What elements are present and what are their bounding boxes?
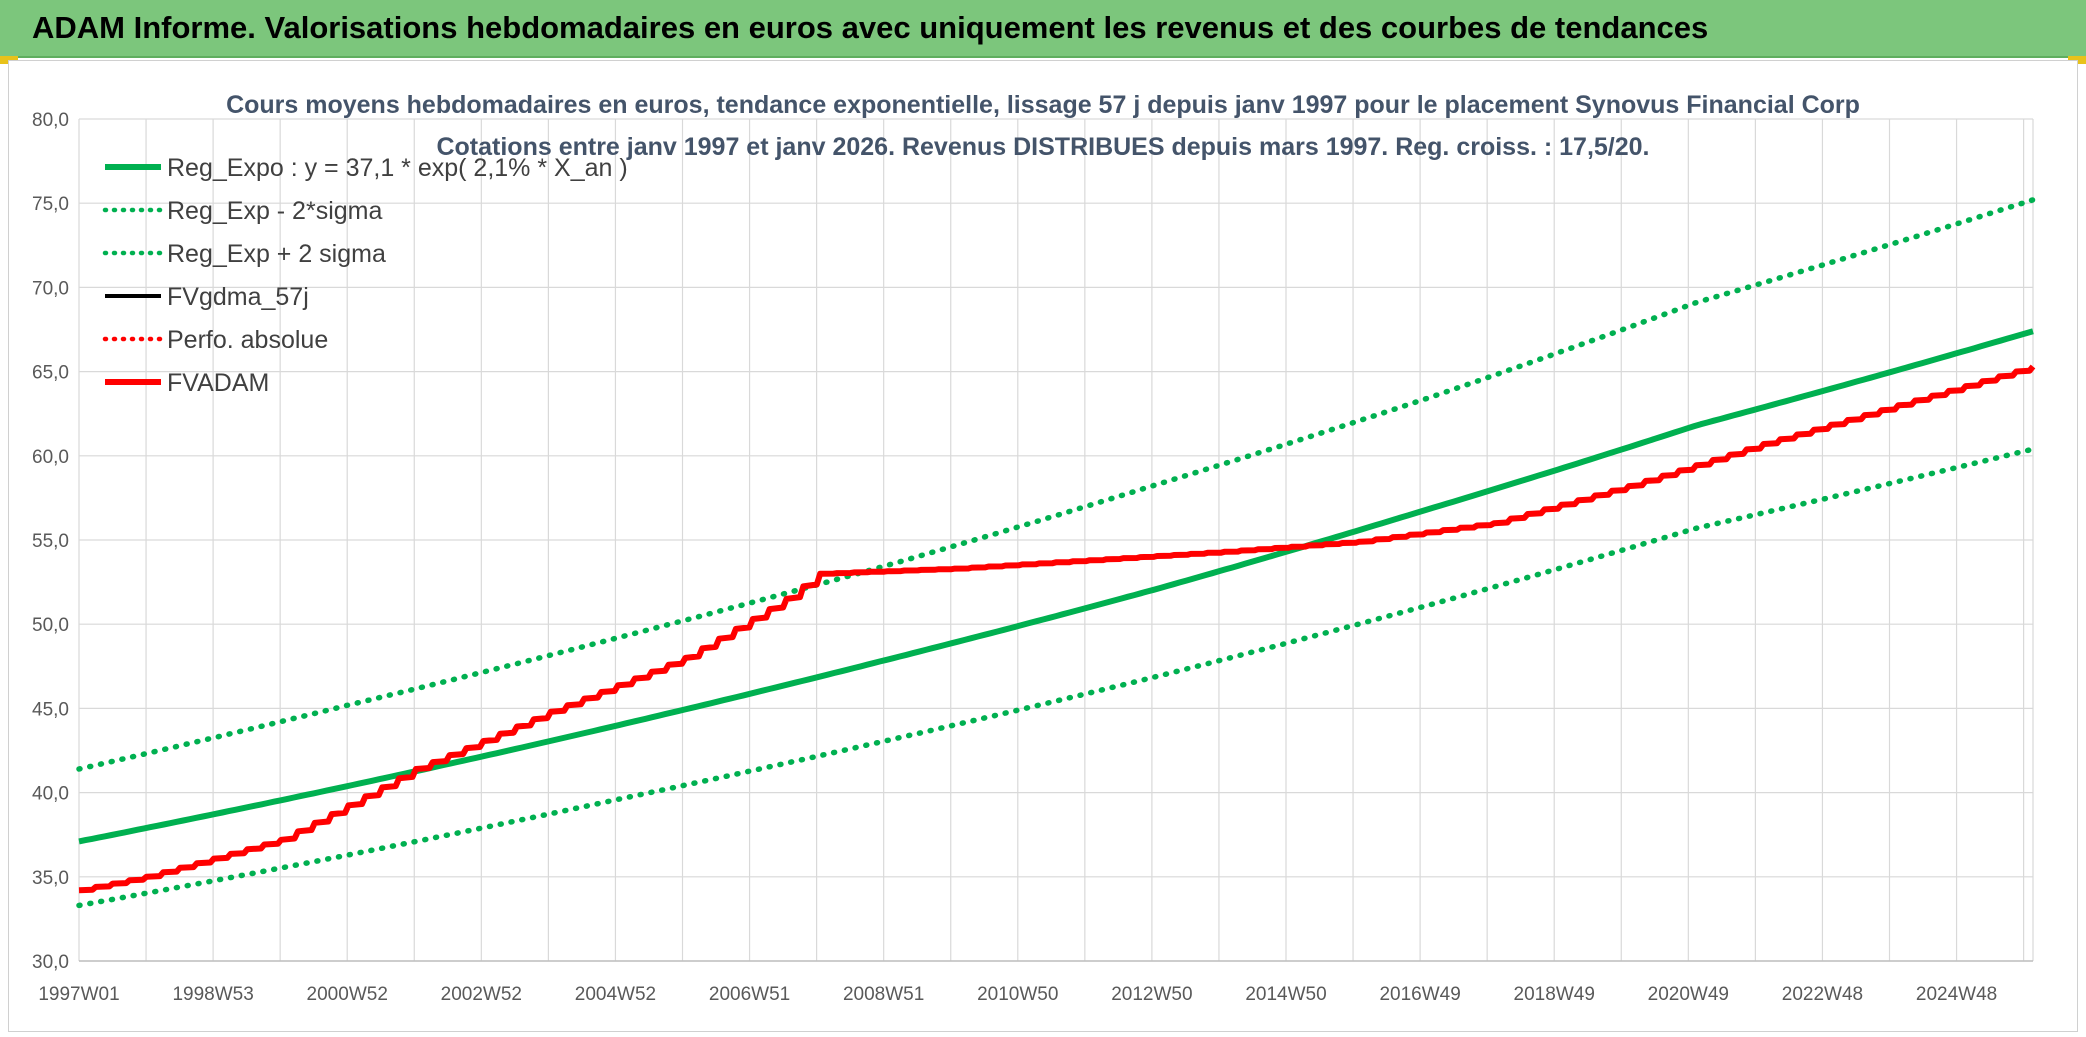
y-tick-label: 70,0: [32, 278, 69, 299]
legend-label-reg-exp-2-sigma: Reg_Exp - 2*sigma: [167, 197, 382, 225]
x-tick-label: 2010W50: [977, 984, 1058, 1005]
grid-lines: [78, 118, 2034, 962]
legend: Reg_Expo : y = 37,1 * exp( 2,1% * X_an )…: [102, 154, 628, 397]
chart: Cours moyens hebdomadaires en euros, ten…: [32, 91, 2036, 1005]
legend-label-fvadam: FVADAM: [167, 369, 269, 397]
series-line-reg-exp-2-sigma: [76, 446, 2036, 909]
x-tick-label: 2004W52: [575, 984, 656, 1005]
x-tick-label: 2022W48: [1782, 984, 1863, 1005]
y-tick-label: 30,0: [32, 952, 69, 973]
y-tick-label: 45,0: [32, 699, 69, 720]
x-tick-label: 2006W51: [709, 984, 790, 1005]
x-tick-label: 2014W50: [1245, 984, 1326, 1005]
x-tick-label: 2020W49: [1648, 984, 1729, 1005]
axes: 30,0 35,0 40,0 45,0 50,0 55,0 60,0 65,0 70,0 75,0…: [32, 110, 2033, 1005]
y-tick-label: 35,0: [32, 868, 69, 889]
chart-subtitle: Cotations entre janv 1997 et janv 2026. …: [436, 133, 1649, 161]
series-line-reg-exp-2-sigma: [76, 197, 2036, 772]
series-line-reg-expo-y-37-1-exp-2-1-x-an: [78, 328, 2034, 845]
chart-frame: Cours moyens hebdomadaires en euros, ten…: [8, 60, 2078, 1032]
y-tick-label: 60,0: [32, 447, 69, 468]
y-tick-label: 65,0: [32, 363, 69, 384]
y-tick-label: 55,0: [32, 531, 69, 552]
legend-label-fvgdma-57j: FVgdma_57j: [167, 283, 309, 311]
x-tick-label: 2000W52: [307, 984, 388, 1005]
x-tick-label: 2018W49: [1514, 984, 1595, 1005]
y-tick-label: 80,0: [32, 110, 69, 131]
y-tick-label: 40,0: [32, 784, 69, 805]
legend-label-reg-expo-y-37-1-exp-2-1-x-an: Reg_Expo : y = 37,1 * exp( 2,1% * X_an ): [167, 154, 628, 182]
header-bar: ADAM Informe. Valorisations hebdomadaire…: [0, 0, 2086, 58]
x-tick-label: 1997W01: [38, 984, 119, 1005]
series-line-fvadam: [78, 364, 2036, 894]
y-tick-label: 50,0: [32, 615, 69, 636]
x-tick-label: 2012W50: [1111, 984, 1192, 1005]
x-tick-label: 2024W48: [1916, 984, 1997, 1005]
legend-label-reg-exp-2-sigma: Reg_Exp + 2 sigma: [167, 240, 386, 268]
series: [76, 197, 2036, 909]
y-tick-label: 75,0: [32, 194, 69, 215]
x-tick-label: 2002W52: [441, 984, 522, 1005]
x-tick-label: 2008W51: [843, 984, 924, 1005]
x-tick-label: 2016W49: [1379, 984, 1460, 1005]
x-tick-label: 1998W53: [172, 984, 253, 1005]
chart-title: Cours moyens hebdomadaires en euros, ten…: [226, 91, 1860, 119]
page-title: ADAM Informe. Valorisations hebdomadaire…: [32, 10, 1709, 45]
legend-label-perfo-absolue: Perfo. absolue: [167, 326, 328, 354]
